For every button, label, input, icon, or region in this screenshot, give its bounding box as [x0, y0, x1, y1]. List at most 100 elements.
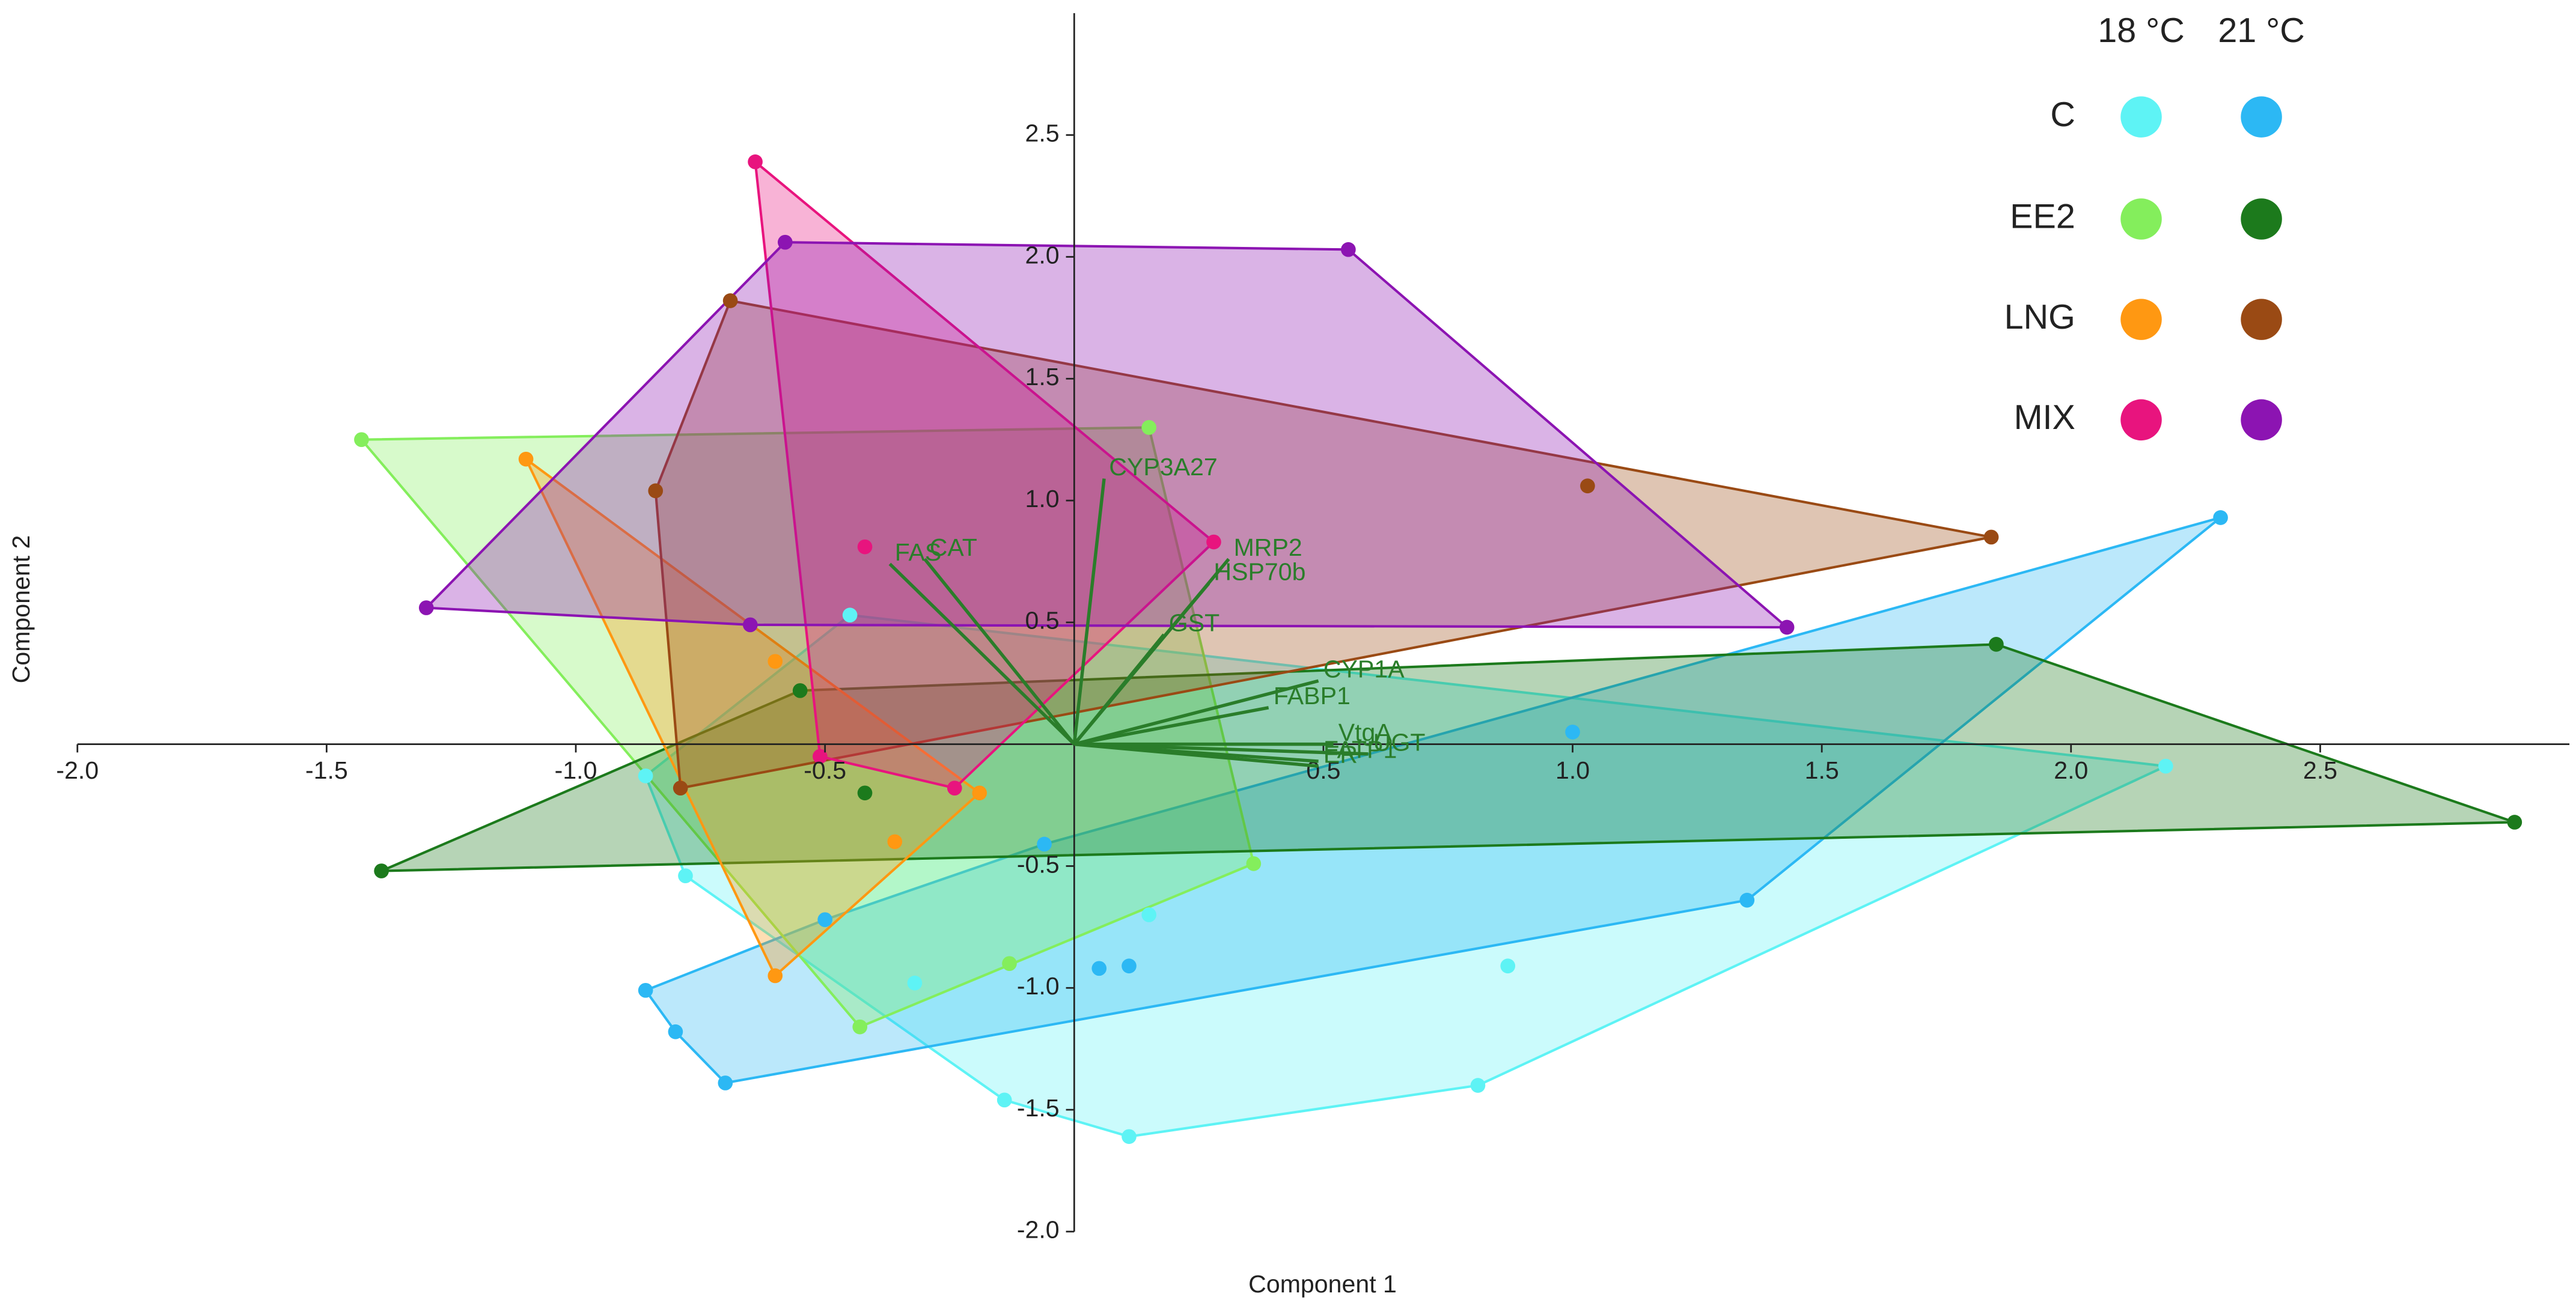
- loading-vector: [888, 562, 1076, 746]
- legend-swatch: [2120, 399, 2162, 441]
- y-tick-label: 1.0: [1025, 485, 1059, 513]
- loading-vector: [1074, 742, 1319, 768]
- legend-swatch: [2241, 299, 2282, 340]
- x-tick-label: 2.0: [2054, 756, 2088, 784]
- legend-swatch: [2241, 198, 2282, 240]
- point: [1779, 619, 1795, 635]
- legend-swatch: [2241, 399, 2282, 441]
- point: [648, 483, 664, 499]
- loading-label: VtgA: [1338, 719, 1393, 746]
- point: [1341, 242, 1356, 257]
- y-tick-label: 1.5: [1025, 363, 1059, 391]
- loading-label: ER: [1323, 741, 1358, 768]
- point: [748, 154, 763, 169]
- point: [518, 451, 534, 467]
- hull: [423, 241, 1790, 629]
- x-tick-label: -1.0: [555, 756, 597, 784]
- point: [1141, 907, 1157, 922]
- y-tick-label: -1.5: [1017, 1094, 1060, 1122]
- point: [1002, 956, 1017, 972]
- point: [1122, 958, 1137, 974]
- point: [678, 868, 693, 884]
- loading-label: MRP2: [1234, 534, 1302, 561]
- hull-layer: [359, 159, 2515, 1138]
- point: [418, 600, 434, 615]
- point: [768, 968, 783, 984]
- point: [842, 607, 858, 623]
- legend-header: 21 °C: [2218, 11, 2305, 50]
- legend-swatch: [2241, 96, 2282, 138]
- loading-vector: [1073, 679, 1319, 746]
- legend-header: 18 °C: [2098, 11, 2185, 50]
- point: [1091, 961, 1107, 976]
- loading-vector: [1074, 742, 1369, 756]
- loading-label: GST: [1169, 609, 1219, 637]
- point: [887, 834, 903, 850]
- hull: [644, 613, 2170, 1138]
- point: [1141, 420, 1157, 435]
- y-tick-label: 2.0: [1025, 241, 1059, 269]
- y-tick-label: -1.0: [1017, 972, 1060, 1000]
- point: [777, 234, 793, 250]
- point: [857, 785, 873, 801]
- point: [1989, 637, 2004, 652]
- point: [813, 749, 828, 764]
- legend-label: EE2: [2010, 198, 2075, 236]
- point: [673, 780, 688, 796]
- loading-label: CAT: [930, 534, 977, 561]
- x-tick-label: -0.5: [804, 756, 846, 784]
- legend: 18 °C 21 °C C EE2 LNG MIX: [2004, 11, 2305, 441]
- point: [722, 293, 738, 308]
- y-axis-label: Component 2: [7, 535, 35, 684]
- point: [792, 683, 808, 698]
- loading-label: HSP70b: [1213, 558, 1305, 585]
- point: [947, 780, 962, 796]
- point: [1037, 836, 1052, 852]
- x-tick-label: -1.5: [305, 756, 348, 784]
- point: [354, 432, 369, 448]
- loading-vector: [1073, 706, 1269, 746]
- x-tick-label: -2.0: [56, 756, 99, 784]
- x-axis-label: Component 1: [1248, 1270, 1397, 1298]
- loading-label: CYP1A: [1323, 656, 1405, 683]
- point: [2158, 758, 2173, 774]
- point: [638, 768, 653, 783]
- y-tick-label: 0.5: [1025, 607, 1059, 634]
- point: [1580, 478, 1595, 494]
- point: [1739, 892, 1755, 908]
- y-tick-label: -0.5: [1017, 850, 1060, 878]
- point: [857, 539, 873, 555]
- legend-label: LNG: [2004, 298, 2075, 336]
- point-layer: [354, 154, 2523, 1144]
- point: [817, 912, 833, 928]
- y-tick-label: 2.5: [1025, 120, 1059, 147]
- point: [1246, 856, 1262, 871]
- loading-label: CYP3A27: [1109, 453, 1217, 481]
- point: [907, 975, 923, 991]
- loading-vector: [1073, 633, 1165, 746]
- point: [668, 1024, 683, 1039]
- point: [1470, 1078, 1486, 1093]
- point: [1122, 1129, 1137, 1144]
- point: [852, 1019, 868, 1035]
- y-tick-label: -2.0: [1017, 1216, 1060, 1244]
- point: [2507, 815, 2523, 830]
- loading-label: UGT: [1373, 728, 1426, 756]
- loading-label: FAS: [895, 538, 942, 566]
- point: [1206, 534, 1221, 550]
- point: [1983, 529, 1999, 545]
- hull: [643, 516, 2221, 1084]
- loading-vector: [923, 558, 1076, 746]
- legend-swatch: [2120, 198, 2162, 240]
- legend-label: MIX: [2014, 398, 2075, 437]
- point: [374, 863, 389, 878]
- point: [972, 785, 987, 801]
- legend-label: C: [2050, 96, 2075, 134]
- loading-label: FATP1: [1323, 735, 1397, 763]
- x-tick-label: 2.5: [2303, 756, 2337, 784]
- legend-swatch: [2120, 299, 2162, 340]
- point: [2213, 510, 2228, 525]
- point: [1500, 958, 1516, 974]
